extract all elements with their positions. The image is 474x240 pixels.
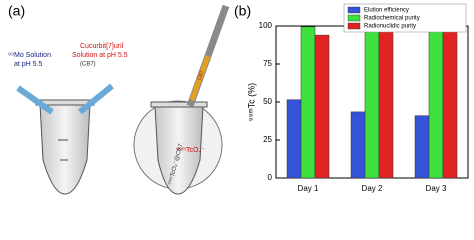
label: Cucurbit[7]uril xyxy=(80,43,124,50)
y-axis-label: ⁹⁹ᵐTc (%) xyxy=(246,83,256,121)
x-tick-label: Day 1 xyxy=(298,184,319,193)
panel-label: (b) xyxy=(234,3,251,19)
label: ⁹⁹ᵐTcO₄⁻ xyxy=(176,147,205,154)
y-tick-label: 100 xyxy=(259,21,273,30)
legend-swatch xyxy=(347,14,361,22)
figure: (a) ⁹⁹Mo Solution at pH 5.5 Cucurbit[7]u… xyxy=(8,3,469,195)
x-tick-label: Day 3 xyxy=(426,184,447,193)
y-tick-label: 0 xyxy=(268,173,273,182)
legend-box xyxy=(343,3,467,33)
x-tick-label: Day 2 xyxy=(362,184,383,193)
tube xyxy=(154,105,204,195)
bar xyxy=(350,111,366,179)
bar xyxy=(364,26,380,179)
bar xyxy=(300,26,316,179)
legend-swatch xyxy=(347,6,361,14)
bar xyxy=(378,29,394,179)
legend-swatch xyxy=(347,22,361,30)
label: CB7 xyxy=(196,70,205,81)
diagram: (a) ⁹⁹Mo Solution at pH 5.5 Cucurbit[7]u… xyxy=(8,3,230,195)
label: (CB7) xyxy=(80,62,96,68)
chart: (b) 0 25 50 75 100 ⁹⁹ᵐTc (%) Day 1 Day 2 Day 3 El… xyxy=(234,3,469,193)
legend-label: Elution efficiency xyxy=(364,8,409,14)
bar xyxy=(414,115,430,179)
bar xyxy=(442,30,458,179)
bar xyxy=(286,99,302,179)
tube-rim xyxy=(150,101,208,108)
label: at pH 5.5 xyxy=(14,61,43,68)
panel-label: (a) xyxy=(8,3,25,19)
syringe xyxy=(78,83,114,115)
label: ⁹⁹Mo Solution xyxy=(8,52,51,59)
legend-label: Radionuclidic purity xyxy=(364,24,416,30)
syringe-liquid xyxy=(189,55,211,101)
syringe xyxy=(16,85,54,115)
y-tick-label: 50 xyxy=(263,97,272,106)
y-tick-label: 75 xyxy=(263,59,272,68)
bar xyxy=(314,34,330,179)
bar xyxy=(428,26,444,179)
y-tick-label: 25 xyxy=(263,135,272,144)
legend-label: Radiochemical purity xyxy=(364,16,420,22)
label: Solution at pH 5.5 xyxy=(72,52,128,59)
tube xyxy=(39,103,91,195)
